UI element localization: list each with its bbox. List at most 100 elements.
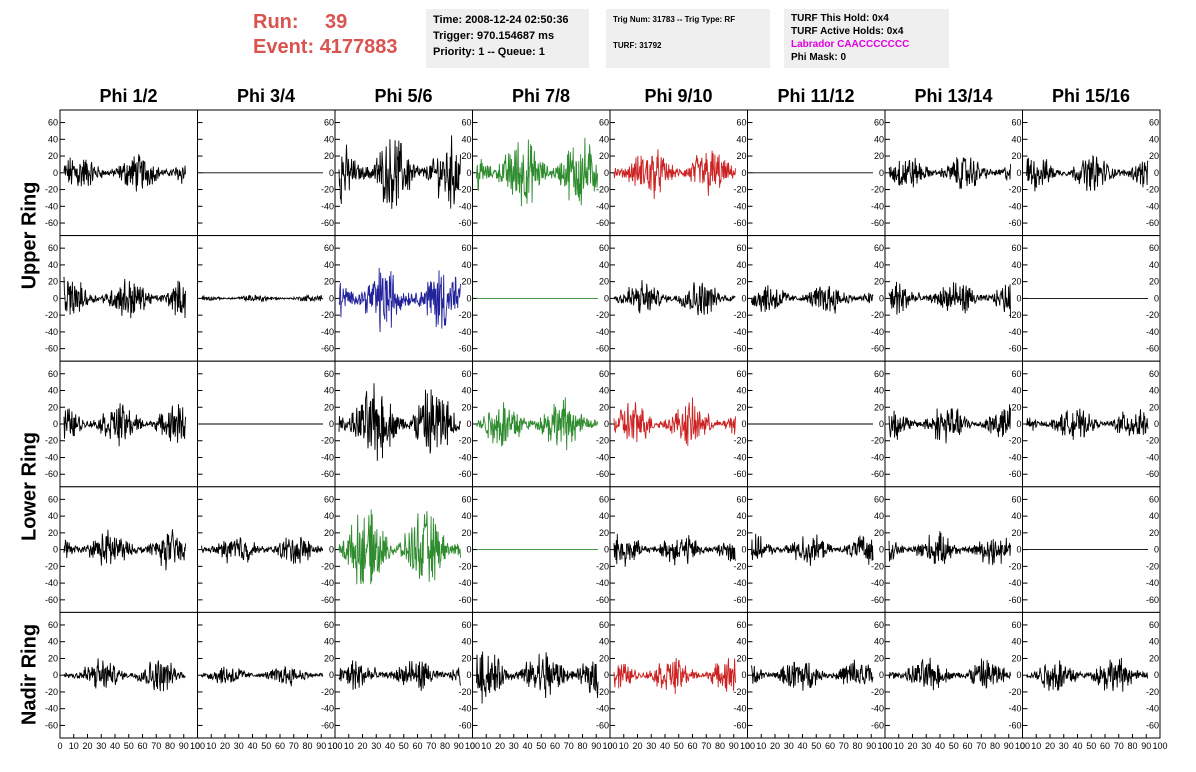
y-tick-label: -60: [458, 595, 471, 605]
waveform-series: [63, 154, 186, 192]
x-tick-label: 90: [454, 741, 464, 751]
y-tick-label: 0: [1154, 293, 1159, 303]
y-tick-label: -60: [596, 595, 609, 605]
y-tick-label: -20: [1008, 310, 1021, 320]
waveform-panel: -60 -40 -20 0 20 40 60: [45, 486, 198, 613]
x-tick-label: 30: [921, 741, 931, 751]
y-tick-label: 20: [874, 402, 884, 412]
waveform-panel: -60 -40 -20 0 20 40 60: [609, 235, 748, 362]
y-tick-label: 20: [874, 653, 884, 663]
y-tick-label: 60: [461, 118, 471, 128]
column-header: Phi 3/4: [236, 86, 296, 106]
x-tick-label: 40: [1072, 741, 1082, 751]
y-tick-label: 40: [1149, 511, 1159, 521]
x-tick-label: 10: [481, 741, 491, 751]
y-tick-label: -40: [871, 327, 884, 337]
x-tick-label: 90: [729, 741, 739, 751]
y-tick-label: 40: [48, 134, 58, 144]
y-tick-label: 40: [599, 386, 609, 396]
y-tick-label: -20: [1146, 687, 1159, 697]
y-tick-label: 60: [324, 620, 334, 630]
y-tick-label: -20: [458, 310, 471, 320]
x-tick-label: 70: [1114, 741, 1124, 751]
y-tick-label: 20: [1011, 277, 1021, 287]
waveform-series: [201, 665, 324, 687]
y-tick-label: -60: [321, 595, 334, 605]
waveform-series: [751, 533, 874, 566]
y-tick-label: -40: [45, 704, 58, 714]
x-tick-label: 80: [852, 741, 862, 751]
x-tick-label: 50: [261, 741, 271, 751]
y-tick-label: 40: [1149, 260, 1159, 270]
y-tick-label: 40: [599, 134, 609, 144]
x-tick-label: 50: [399, 741, 409, 751]
x-tick-label: 10: [206, 741, 216, 751]
trig-text: Trig Num: 31783 -- Trig Type: RF: [613, 15, 736, 24]
y-tick-label: 40: [48, 260, 58, 270]
y-tick-label: -60: [733, 720, 746, 730]
y-tick-label: 60: [461, 243, 471, 253]
y-tick-label: -60: [1008, 469, 1021, 479]
y-tick-label: 20: [1149, 151, 1159, 161]
y-tick-label: -60: [458, 720, 471, 730]
panel-frame: [609, 486, 748, 613]
y-tick-label: -60: [733, 469, 746, 479]
y-tick-label: -60: [596, 720, 609, 730]
y-tick-label: -60: [1008, 595, 1021, 605]
waveform-series: [201, 293, 324, 303]
x-tick-label: 70: [701, 741, 711, 751]
y-tick-label: 0: [1154, 419, 1159, 429]
x-tick-label: 30: [1059, 741, 1069, 751]
y-tick-label: -20: [871, 561, 884, 571]
x-tick-label: 10: [344, 741, 354, 751]
y-tick-label: -20: [321, 561, 334, 571]
x-tick-label: 20: [770, 741, 780, 751]
x-tick-label: 80: [165, 741, 175, 751]
x-tick-label: 20: [632, 741, 642, 751]
column-header: Phi 1/2: [99, 86, 158, 106]
y-tick-label: 60: [599, 494, 609, 504]
y-tick-label: 60: [48, 620, 58, 630]
y-tick-label: -20: [1008, 687, 1021, 697]
y-tick-label: 40: [1011, 511, 1021, 521]
y-tick-label: 20: [1149, 277, 1159, 287]
y-tick-label: -60: [871, 720, 884, 730]
y-tick-label: 0: [466, 168, 471, 178]
y-tick-label: 60: [874, 494, 884, 504]
y-tick-label: 40: [874, 386, 884, 396]
waveform-panel: -60 -40 -20 0 20 40 60: [197, 235, 336, 362]
y-tick-label: -40: [458, 578, 471, 588]
y-tick-label: -60: [321, 218, 334, 228]
x-tick-label: 60: [825, 741, 835, 751]
y-tick-label: 60: [48, 369, 58, 379]
x-tick-label: 100: [1152, 741, 1167, 751]
y-tick-label: -40: [596, 452, 609, 462]
y-tick-label: 40: [324, 260, 334, 270]
x-tick-label: 20: [1045, 741, 1055, 751]
y-tick-label: 0: [879, 545, 884, 555]
y-tick-label: 60: [1149, 369, 1159, 379]
x-tick-label: 30: [96, 741, 106, 751]
y-tick-label: 20: [48, 528, 58, 538]
waveform-series: [613, 657, 736, 695]
waveform-panel: -60 -40 -20 0 20 40 60: [884, 486, 1023, 613]
y-tick-label: -40: [458, 452, 471, 462]
waveform-series: [613, 149, 736, 200]
y-tick-label: 0: [1016, 419, 1021, 429]
y-tick-label: -40: [1008, 704, 1021, 714]
y-tick-label: 40: [461, 637, 471, 647]
y-tick-label: -20: [1146, 185, 1159, 195]
y-tick-label: 40: [48, 637, 58, 647]
column-header: Phi 9/10: [644, 86, 713, 106]
y-tick-label: 20: [324, 653, 334, 663]
y-tick-label: 40: [324, 637, 334, 647]
waveform-panel: -60 -40 -20 0 20 40 60: [884, 109, 1023, 237]
y-tick-label: 0: [466, 419, 471, 429]
y-tick-label: 0: [1154, 168, 1159, 178]
y-tick-label: 60: [461, 494, 471, 504]
event-label: Event:: [253, 36, 315, 58]
y-tick-label: -40: [1146, 578, 1159, 588]
waveform-series: [888, 531, 1011, 566]
y-tick-label: -20: [45, 436, 58, 446]
